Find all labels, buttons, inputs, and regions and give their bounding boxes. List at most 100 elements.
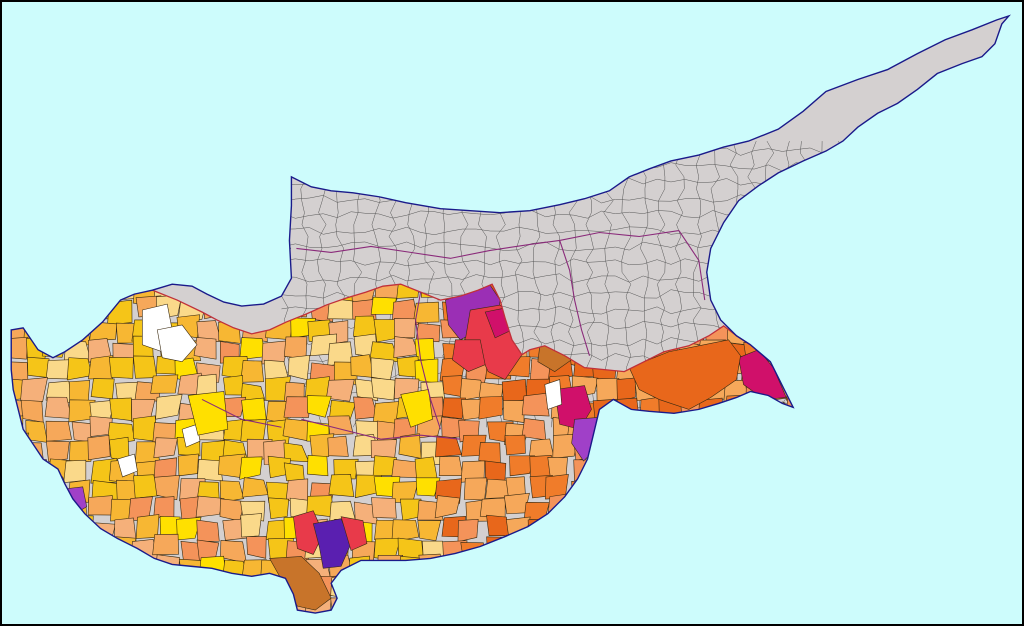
municipality-area: [239, 456, 263, 480]
municipality-area: [327, 415, 354, 436]
municipality-area: [307, 454, 329, 477]
municipality-area: [479, 497, 506, 518]
municipality-area: [478, 442, 501, 464]
municipality-area: [240, 418, 267, 442]
municipality-area: [438, 456, 464, 476]
municipality-area: [133, 355, 158, 379]
municipality-area: [45, 440, 70, 462]
municipality-area: [240, 513, 263, 538]
municipality-area: [478, 395, 503, 420]
municipality-area: [457, 518, 479, 543]
municipality-area: [195, 495, 225, 518]
hotspot-area: [117, 453, 138, 478]
municipality-area: [90, 378, 115, 400]
municipality-area: [20, 377, 48, 403]
municipality-area: [326, 379, 355, 402]
hotspot-area: [181, 423, 201, 448]
municipality-area: [333, 458, 359, 480]
municipality-area: [154, 475, 180, 501]
hotspot-area: [628, 339, 741, 410]
municipality-area: [219, 480, 245, 503]
municipality-area: [20, 399, 44, 423]
municipality-area: [376, 420, 397, 442]
municipality-area: [414, 456, 438, 481]
coastline: [10, 14, 1012, 614]
municipality-area: [596, 378, 620, 401]
municipality-area: [509, 455, 536, 477]
municipality-area: [370, 377, 396, 401]
municipality-area: [504, 434, 526, 456]
municipality-area: [371, 497, 397, 519]
municipality-area: [394, 318, 416, 339]
municipality-area: [69, 380, 91, 404]
municipality-area: [391, 519, 420, 543]
municipality-area: [108, 357, 134, 379]
municipality-area: [11, 336, 29, 360]
municipality-area: [441, 397, 466, 420]
municipality-area: [484, 460, 507, 482]
municipality-area: [114, 517, 137, 541]
hotspot-area: [452, 339, 486, 372]
municipality-area: [283, 336, 308, 360]
municipality-area: [521, 393, 550, 417]
hotspot-area: [187, 391, 229, 436]
municipality-area: [370, 439, 397, 459]
municipality-area: [193, 337, 217, 360]
municipality-area: [45, 420, 72, 442]
municipality-area: [155, 394, 183, 420]
municipality-area: [176, 516, 202, 541]
municipality-area: [327, 435, 349, 457]
municipality-area: [328, 474, 355, 497]
municipality-area: [434, 495, 461, 519]
municipality-area: [223, 375, 244, 396]
municipality-area: [246, 536, 267, 559]
municipality-area: [87, 434, 111, 461]
municipality-area: [153, 437, 178, 459]
municipality-area: [370, 357, 395, 381]
municipality-area: [370, 296, 397, 315]
municipality-area: [352, 315, 378, 338]
municipality-area: [616, 377, 636, 403]
municipality-area: [283, 396, 311, 418]
hotspot-area: [340, 516, 368, 551]
municipality-area: [150, 374, 179, 394]
hotspot-area: [293, 510, 324, 555]
municipality-area: [521, 418, 547, 441]
municipality-area: [88, 355, 114, 380]
municipality-area: [87, 495, 114, 516]
municipality-area: [417, 520, 442, 541]
municipality-area: [109, 397, 132, 421]
municipality-area: [66, 357, 93, 381]
municipality-area: [415, 322, 441, 343]
municipality-area: [240, 383, 266, 403]
municipality-area: [502, 400, 525, 423]
municipality-area: [268, 497, 290, 520]
municipality-area: [241, 397, 267, 421]
municipality-area: [44, 396, 73, 419]
municipality-area: [486, 514, 510, 536]
hotspot-area: [400, 389, 433, 428]
municipality-area: [27, 356, 50, 379]
hotspot-area: [156, 324, 198, 363]
municipality-area: [396, 284, 420, 299]
municipality-area: [63, 459, 87, 483]
municipality-area: [287, 354, 311, 381]
municipality-area: [196, 519, 220, 543]
municipality-area: [415, 477, 441, 497]
municipality-area: [412, 301, 440, 324]
municipality-area: [463, 477, 488, 501]
municipality-area: [45, 359, 72, 380]
municipality-area: [177, 453, 199, 477]
hotspot-area: [312, 518, 352, 569]
municipality-area: [283, 462, 305, 482]
municipality-area: [152, 533, 179, 556]
municipality-area: [306, 395, 332, 418]
district-borders: [201, 229, 706, 440]
hotspot-area: [544, 379, 562, 410]
municipality-area: [196, 320, 222, 344]
municipality-area: [240, 360, 264, 383]
municipality-area: [69, 440, 94, 464]
green-line-border: [152, 283, 751, 373]
